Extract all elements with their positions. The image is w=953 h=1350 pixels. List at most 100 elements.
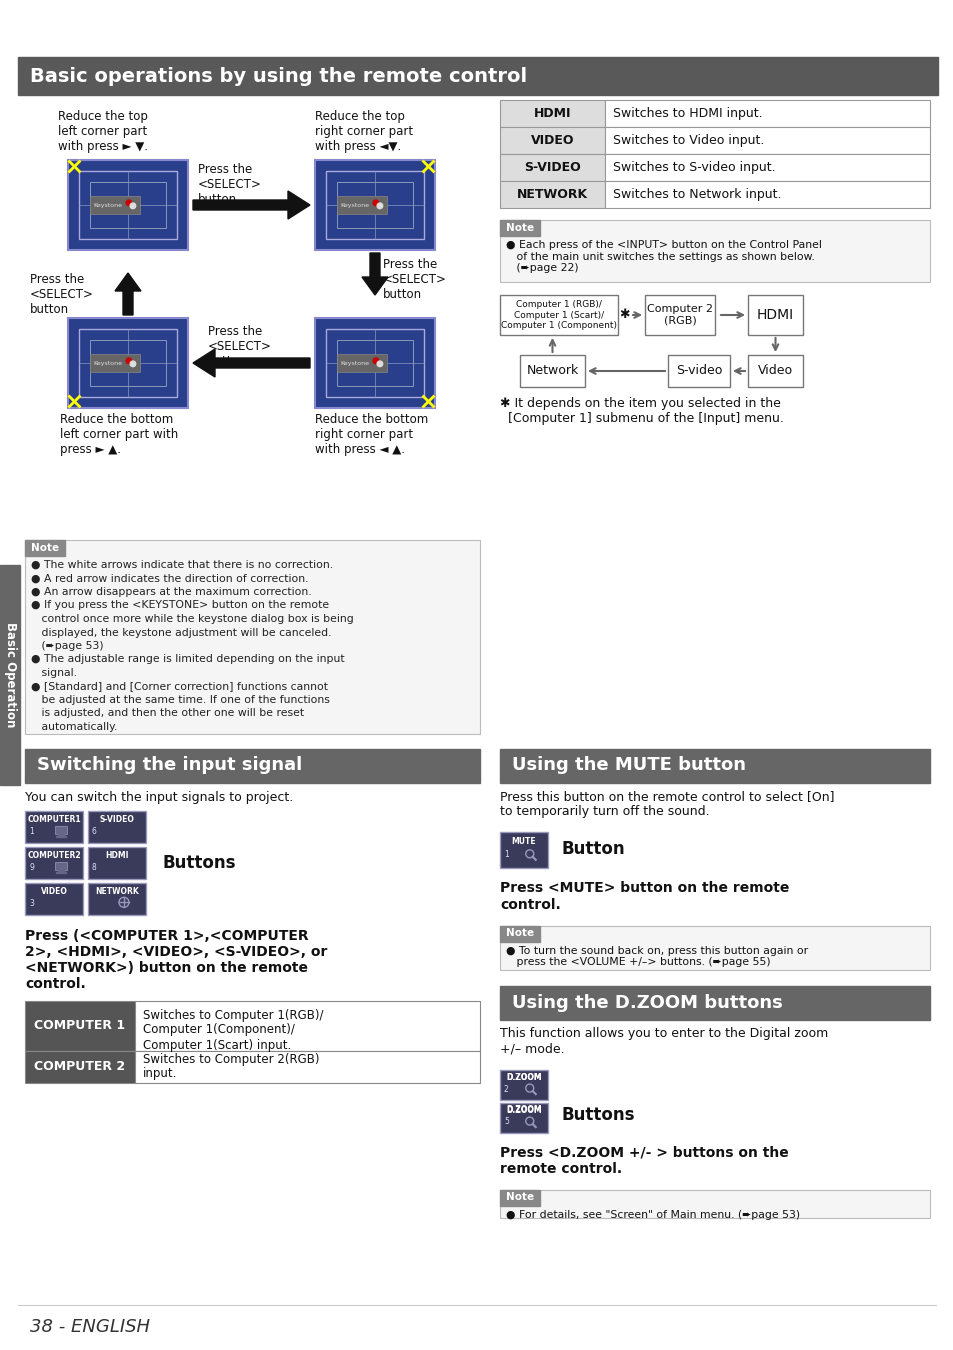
Circle shape [130,202,135,209]
Bar [135,1000,479,1050]
Text: Network: Network [526,364,578,378]
Text: COMPUTER 1: COMPUTER 1 [34,1019,126,1031]
Bar [499,832,547,868]
Text: Buttons: Buttons [561,1106,635,1123]
Text: Switches to S-video input.: Switches to S-video input. [613,161,775,174]
Bar [58,834,64,837]
Bar [88,810,146,842]
Text: HDMI: HDMI [756,308,793,323]
Text: Using the MUTE button: Using the MUTE button [512,756,745,775]
Text: Reduce the top
right corner part
with press ◄▼.: Reduce the top right corner part with pr… [314,109,413,153]
Circle shape [126,200,132,205]
Text: Video: Video [757,364,792,378]
Bar [25,1000,135,1050]
Text: Note: Note [505,223,534,234]
Bar [499,1189,539,1206]
Bar [499,1103,547,1133]
Bar [25,540,65,556]
Text: Press this button on the remote control to select [On]
to temporarily turn off t: Press this button on the remote control … [499,791,834,818]
Bar [499,926,929,969]
Text: COMPUTER1: COMPUTER1 [27,815,81,824]
Text: Note: Note [30,543,59,554]
Text: 8: 8 [91,863,96,872]
Bar [519,355,584,387]
Bar [604,181,929,208]
Text: Switches to Video input.: Switches to Video input. [613,134,763,147]
FancyArrow shape [193,190,310,219]
Bar [314,319,435,408]
Text: Press the
<SELECT>
button: Press the <SELECT> button [382,258,446,301]
Bar [18,57,937,94]
Bar [88,846,146,879]
Text: 2: 2 [503,1084,508,1094]
Bar [499,986,929,1019]
Text: COMPUTER2: COMPUTER2 [27,850,81,860]
Bar [336,354,387,373]
Text: Switches to Computer 2(RGB)
input.: Switches to Computer 2(RGB) input. [143,1053,319,1080]
Text: Computer 2
(RGB): Computer 2 (RGB) [646,304,712,325]
Circle shape [376,360,382,367]
Bar [58,871,64,872]
Bar [68,161,188,250]
Text: automatically.: automatically. [30,722,117,732]
Text: is adjusted, and then the other one will be reset: is adjusted, and then the other one will… [30,709,304,718]
Text: Keystone: Keystone [340,202,369,208]
Circle shape [376,202,382,209]
Text: control once more while the keystone dialog box is being: control once more while the keystone dia… [30,614,354,624]
Text: (➨page 53): (➨page 53) [30,641,104,651]
Bar [90,196,140,215]
Bar [499,181,604,208]
Text: 1: 1 [29,826,33,836]
FancyArrow shape [115,273,141,315]
Bar [90,340,166,386]
Text: ● [Standard] and [Corner correction] functions cannot: ● [Standard] and [Corner correction] fun… [30,682,328,691]
Text: S-video: S-video [675,364,721,378]
Bar [499,220,539,236]
Text: COMPUTER 2: COMPUTER 2 [34,1060,126,1073]
Bar [25,883,83,914]
Bar [25,846,83,879]
Bar [25,540,479,733]
Text: Reduce the top
left corner part
with press ► ▼.: Reduce the top left corner part with pre… [58,109,148,153]
Text: Switches to HDMI input.: Switches to HDMI input. [613,107,761,120]
Text: HDMI: HDMI [105,850,129,860]
Bar [499,220,929,282]
Text: Button: Button [561,841,625,859]
Bar [644,296,714,335]
Text: S-VIDEO: S-VIDEO [523,161,580,174]
Bar [25,1050,135,1083]
Bar [499,127,604,154]
Text: Keystone: Keystone [93,202,123,208]
Bar [314,161,435,250]
Text: This function allows you to enter to the Digital zoom
+/– mode.: This function allows you to enter to the… [499,1027,827,1056]
Text: Computer 1 (RGB)/
Computer 1 (Scart)/
Computer 1 (Component): Computer 1 (RGB)/ Computer 1 (Scart)/ Co… [500,300,617,329]
Text: ✱ It depends on the item you selected in the
  [Computer 1] submenu of the [Inpu: ✱ It depends on the item you selected in… [499,397,783,425]
Text: Buttons: Buttons [163,853,236,872]
Bar [336,196,387,215]
Bar [747,296,802,335]
Text: ● A red arrow indicates the direction of correction.: ● A red arrow indicates the direction of… [30,574,308,583]
Text: ● An arrow disappears at the maximum correction.: ● An arrow disappears at the maximum cor… [30,587,312,597]
Text: D.ZOOM: D.ZOOM [506,1106,541,1115]
Text: HDMI: HDMI [533,107,571,120]
Text: Press <D.ZOOM +/- > buttons on the
remote control.: Press <D.ZOOM +/- > buttons on the remot… [499,1146,788,1176]
Bar [499,1189,929,1218]
Text: Keystone: Keystone [93,360,123,366]
Bar [88,883,146,914]
Bar [499,926,539,941]
Bar [499,748,929,783]
Text: D.ZOOM: D.ZOOM [506,1073,541,1083]
Bar [135,1050,479,1083]
Text: Keystone: Keystone [340,360,369,366]
Text: ● If you press the <KEYSTONE> button on the remote: ● If you press the <KEYSTONE> button on … [30,601,329,610]
Text: Basic operations by using the remote control: Basic operations by using the remote con… [30,66,527,85]
Circle shape [130,360,135,367]
Text: Switches to Network input.: Switches to Network input. [613,188,781,201]
Bar [79,171,177,239]
Text: ● The adjustable range is limited depending on the input: ● The adjustable range is limited depend… [30,655,344,664]
Text: S-VIDEO: S-VIDEO [99,815,134,824]
Text: displayed, the keystone adjustment will be canceled.: displayed, the keystone adjustment will … [30,628,331,637]
Bar [79,329,177,397]
Text: be adjusted at the same time. If one of the functions: be adjusted at the same time. If one of … [30,695,330,705]
Text: Reduce the bottom
right corner part
with press ◄ ▲.: Reduce the bottom right corner part with… [314,413,428,456]
